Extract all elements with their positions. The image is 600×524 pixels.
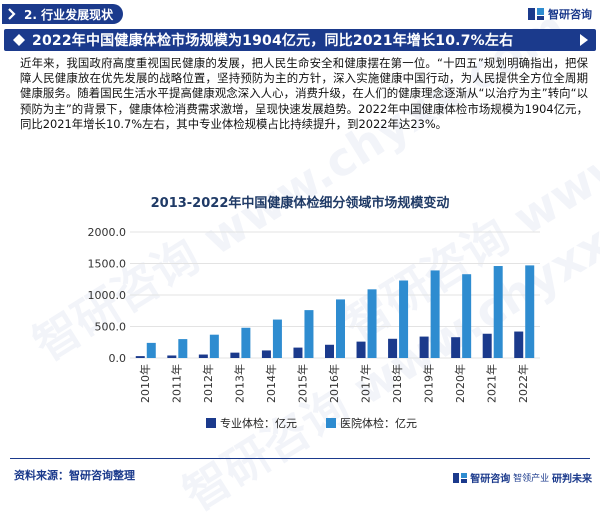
section-tag: 2. 行业发展现状 — [2, 4, 124, 24]
x-tick-label: 2014年 — [264, 364, 278, 403]
brand-logo-icon — [528, 8, 544, 20]
bar-professional — [198, 354, 208, 358]
bar-professional — [167, 355, 177, 358]
caret-right-icon — [580, 34, 588, 46]
y-tick-label: 500.0 — [95, 321, 127, 334]
legend-label: 医院体检：亿元 — [340, 416, 417, 430]
x-tick-label: 2015年 — [295, 364, 309, 403]
x-tick-label: 2022年 — [516, 364, 530, 403]
legend-swatch — [326, 418, 336, 428]
diamond-icon — [13, 34, 25, 46]
bar-hospital — [209, 334, 219, 358]
y-tick-label: 2000.0 — [88, 226, 127, 239]
y-tick-label: 0.0 — [109, 352, 127, 365]
bar-professional — [325, 344, 334, 358]
footer-divider — [10, 458, 590, 459]
footer-logo-icon — [453, 472, 468, 483]
footer-brand-name: 智研咨询 — [470, 474, 511, 485]
x-tick-label: 2016年 — [327, 364, 341, 403]
headline-banner: 2022年中国健康体检市场规模为1904亿元，同比2021年增长10.7%左右 — [4, 29, 596, 51]
source-note: 资料来源：智研咨询整理 — [14, 469, 135, 482]
bar-hospital — [146, 342, 156, 358]
bar-professional — [293, 347, 303, 358]
bar-hospital — [272, 319, 282, 358]
section-tag-label: 2. 行业发展现状 — [24, 7, 114, 22]
x-tick-label: 2012年 — [201, 364, 215, 403]
bar-hospital — [399, 280, 409, 358]
bar-professional — [261, 350, 271, 358]
bar-hospital — [241, 327, 251, 358]
bar-professional — [388, 338, 398, 358]
legend-swatch — [206, 418, 216, 428]
headline-text: 2022年中国健康体检市场规模为1904亿元，同比2021年增长10.7%左右 — [32, 33, 514, 49]
y-tick-label: 1500.0 — [88, 258, 127, 271]
x-tick-label: 2021年 — [485, 364, 499, 403]
legend-label: 专业体检：亿元 — [220, 416, 297, 430]
x-tick-label: 2017年 — [359, 364, 373, 403]
x-tick-label: 2020年 — [453, 364, 467, 403]
y-tick-label: 1000.0 — [88, 289, 127, 302]
bar-chart: 0.0 500.0 1000.0 1500.0 2000.0 2010年 2011年 2012… — [88, 226, 540, 430]
brand: 智研咨询 — [527, 6, 592, 22]
bar-hospital — [178, 339, 188, 358]
bar-professional — [419, 336, 429, 358]
chart-title: 2013-2022年中国健康体检细分领域市场规模变动 — [150, 196, 450, 211]
x-tick-label: 2018年 — [390, 364, 404, 403]
bar-professional — [135, 356, 145, 358]
x-tick-label: 2010年 — [138, 364, 152, 403]
bar-professional — [514, 331, 524, 358]
x-tick-label: 2019年 — [422, 364, 436, 403]
bar-professional — [482, 333, 492, 358]
bar-hospital — [462, 274, 472, 358]
footer-brand: 智研咨询 智领产业 研判未来 — [453, 470, 592, 485]
bar-hospital — [304, 310, 314, 358]
top-bar: 2. 行业发展现状 智研咨询 — [0, 0, 600, 28]
bar-professional — [230, 352, 240, 358]
bar-hospital — [336, 299, 345, 358]
x-tick-label: 2013年 — [232, 364, 246, 403]
footer-slogan-a: 智领产业 — [513, 474, 550, 484]
brand-name: 智研咨询 — [548, 8, 592, 21]
bar-hospital — [367, 289, 377, 358]
chevron-right-icon — [8, 8, 16, 20]
bar-hospital — [493, 266, 503, 358]
bar-professional — [451, 337, 461, 358]
bar-hospital — [525, 265, 535, 358]
footer-slogan-b: 研判未来 — [552, 474, 592, 485]
bar-professional — [356, 341, 366, 358]
x-tick-label: 2011年 — [169, 364, 183, 403]
bar-hospital — [430, 270, 440, 358]
body-paragraph: 近年来，我国政府高度重视国民健康的发展，把人民生命安全和健康摆在第一位。“十四五… — [20, 56, 588, 131]
